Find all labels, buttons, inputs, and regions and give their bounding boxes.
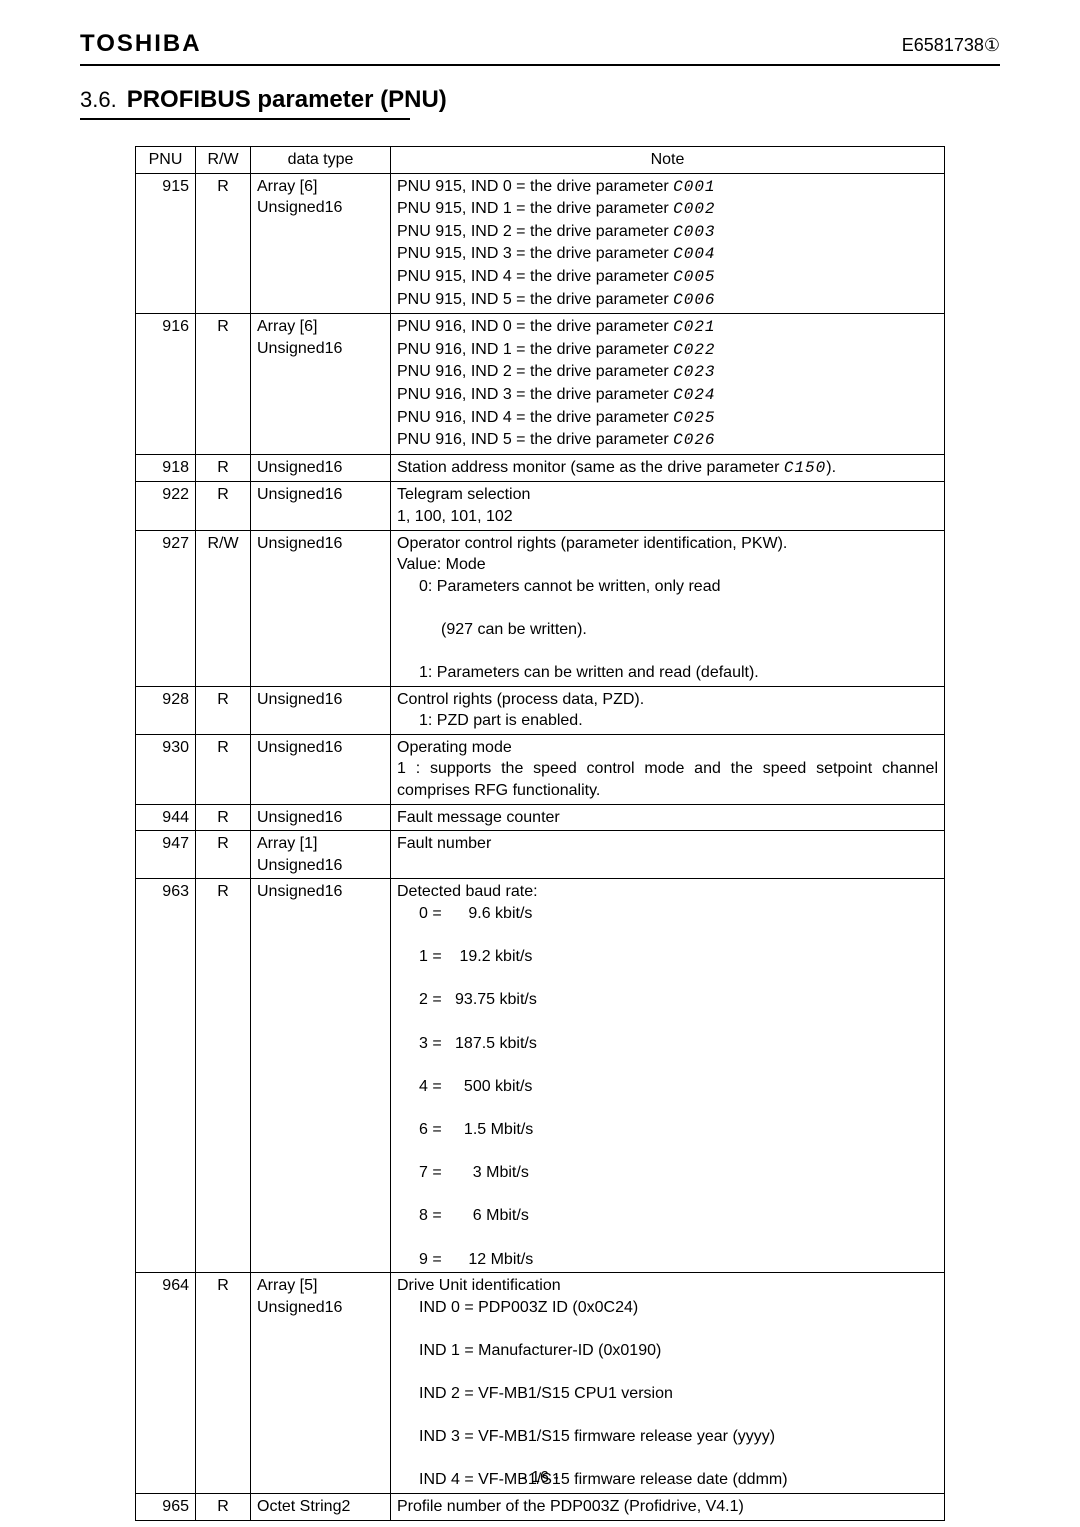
- cell-pnu: 918: [136, 454, 196, 482]
- cell-note: Station address monitor (same as the dri…: [391, 454, 945, 482]
- cell-pnu: 964: [136, 1273, 196, 1494]
- cell-note: Fault message counter: [391, 804, 945, 831]
- cell-rw: R: [196, 454, 251, 482]
- table-header-row: PNU R/W data type Note: [136, 147, 945, 174]
- table-row: 927R/WUnsigned16Operator control rights …: [136, 530, 945, 686]
- table-row: 965ROctet String2Profile number of the P…: [136, 1494, 945, 1521]
- cell-pnu: 965: [136, 1494, 196, 1521]
- table-row: 922RUnsigned16Telegram selection1, 100, …: [136, 482, 945, 530]
- cell-note: Drive Unit identificationIND 0 = PDP003Z…: [391, 1273, 945, 1494]
- cell-pnu: 963: [136, 879, 196, 1273]
- cell-datatype: Unsigned16: [251, 530, 391, 686]
- cell-note: Operator control rights (parameter ident…: [391, 530, 945, 686]
- cell-rw: R: [196, 314, 251, 455]
- cell-note: Telegram selection1, 100, 101, 102: [391, 482, 945, 530]
- cell-pnu: 947: [136, 831, 196, 879]
- cell-datatype: Unsigned16: [251, 686, 391, 734]
- table-row: 944RUnsigned16Fault message counter: [136, 804, 945, 831]
- cell-rw: R: [196, 686, 251, 734]
- page-footer: - 16 -: [0, 1469, 1080, 1487]
- cell-datatype: Octet String2: [251, 1494, 391, 1521]
- cell-note: Detected baud rate:0 = 9.6 kbit/s1 = 19.…: [391, 879, 945, 1273]
- cell-datatype: Unsigned16: [251, 879, 391, 1273]
- section-number: 3.6.: [80, 87, 117, 112]
- th-pnu: PNU: [136, 147, 196, 174]
- cell-datatype: Array [5]Unsigned16: [251, 1273, 391, 1494]
- cell-pnu: 928: [136, 686, 196, 734]
- th-datatype: data type: [251, 147, 391, 174]
- table-row: 947RArray [1]Unsigned16Fault number: [136, 831, 945, 879]
- cell-note: Profile number of the PDP003Z (Profidriv…: [391, 1494, 945, 1521]
- table-row: 930RUnsigned16Operating mode1 : supports…: [136, 734, 945, 804]
- cell-datatype: Array [1]Unsigned16: [251, 831, 391, 879]
- cell-datatype: Unsigned16: [251, 734, 391, 804]
- section-heading: 3.6. PROFIBUS parameter (PNU): [80, 86, 1000, 114]
- table-row: 915RArray [6]Unsigned16PNU 915, IND 0 = …: [136, 173, 945, 314]
- cell-pnu: 915: [136, 173, 196, 314]
- cell-rw: R: [196, 831, 251, 879]
- cell-note: PNU 915, IND 0 = the drive parameter C00…: [391, 173, 945, 314]
- section-title-text: PROFIBUS parameter (PNU): [127, 86, 447, 113]
- cell-pnu: 930: [136, 734, 196, 804]
- section-underline: [80, 118, 410, 120]
- cell-datatype: Array [6]Unsigned16: [251, 314, 391, 455]
- cell-pnu: 927: [136, 530, 196, 686]
- table-row: 928RUnsigned16Control rights (process da…: [136, 686, 945, 734]
- table-row: 963RUnsigned16Detected baud rate:0 = 9.6…: [136, 879, 945, 1273]
- cell-note: Operating mode1 : supports the speed con…: [391, 734, 945, 804]
- table-row: 916RArray [6]Unsigned16PNU 916, IND 0 = …: [136, 314, 945, 455]
- cell-note: PNU 916, IND 0 = the drive parameter C02…: [391, 314, 945, 455]
- table-row: 918RUnsigned16Station address monitor (s…: [136, 454, 945, 482]
- cell-note: Control rights (process data, PZD).1: PZ…: [391, 686, 945, 734]
- cell-rw: R: [196, 173, 251, 314]
- brand-logo: TOSHIBA: [80, 30, 202, 58]
- cell-rw: R: [196, 1494, 251, 1521]
- cell-rw: R: [196, 482, 251, 530]
- cell-pnu: 916: [136, 314, 196, 455]
- cell-note: Fault number: [391, 831, 945, 879]
- cell-rw: R: [196, 734, 251, 804]
- cell-datatype: Unsigned16: [251, 804, 391, 831]
- cell-pnu: 944: [136, 804, 196, 831]
- doc-number: E6581738①: [902, 35, 1000, 56]
- table-row: 964RArray [5]Unsigned16Drive Unit identi…: [136, 1273, 945, 1494]
- cell-datatype: Unsigned16: [251, 482, 391, 530]
- cell-rw: R/W: [196, 530, 251, 686]
- th-note: Note: [391, 147, 945, 174]
- header-divider: [80, 64, 1000, 66]
- cell-rw: R: [196, 879, 251, 1273]
- th-rw: R/W: [196, 147, 251, 174]
- cell-datatype: Unsigned16: [251, 454, 391, 482]
- cell-pnu: 922: [136, 482, 196, 530]
- cell-datatype: Array [6]Unsigned16: [251, 173, 391, 314]
- cell-rw: R: [196, 1273, 251, 1494]
- cell-rw: R: [196, 804, 251, 831]
- pnu-table: PNU R/W data type Note 915RArray [6]Unsi…: [135, 146, 945, 1521]
